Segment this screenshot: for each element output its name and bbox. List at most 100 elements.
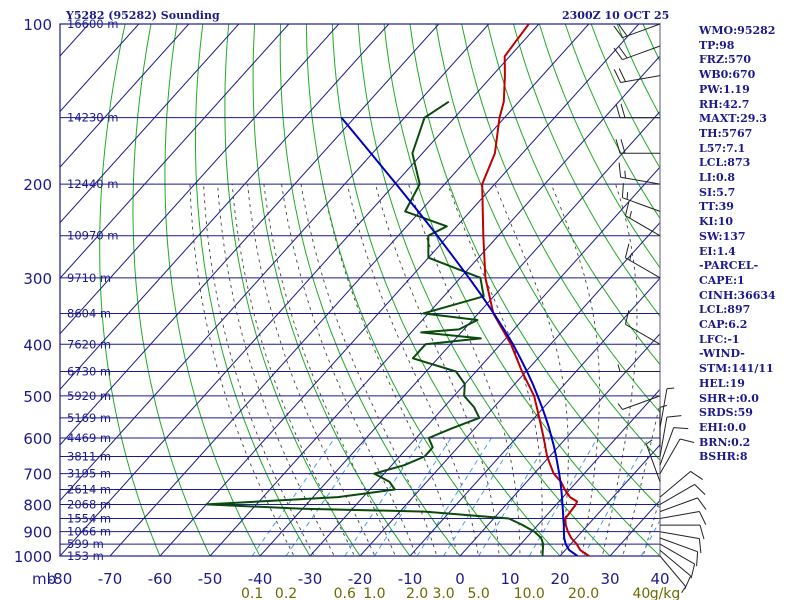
height-label: 7620 m: [67, 337, 111, 351]
index-line: KI:10: [699, 215, 734, 229]
isotherm-line: [60, 24, 540, 556]
mixing-ratio-line: [251, 437, 336, 556]
dry-adiabat-line: [195, 24, 311, 556]
index-line: TP:98: [699, 38, 735, 52]
pressure-tick-label: 500: [23, 388, 52, 406]
pressure-tick-label: 100: [23, 16, 52, 34]
index-line: -WIND-: [699, 347, 745, 361]
temperature-tick-label: 40: [650, 570, 669, 588]
pressure-tick-label: 700: [23, 466, 52, 484]
dry-adiabats: [99, 24, 660, 556]
height-label: 4469 m: [67, 431, 111, 445]
index-line: CINH:36634: [699, 288, 776, 302]
isotherm-line: [559, 444, 660, 556]
dry-adiabat-line: [331, 24, 561, 556]
dry-adiabat-line: [357, 24, 611, 556]
isotherm-line: [509, 388, 660, 556]
dry-adiabat-line: [99, 24, 161, 556]
height-label: 16600 m: [67, 17, 118, 31]
wind-barb: [659, 387, 675, 429]
wind-barb: [659, 415, 682, 457]
mixing-ratio-label: 5.0: [467, 586, 489, 600]
isotherm-line: [0, 12, 49, 567]
height-label: 3195 m: [67, 467, 111, 481]
index-line: HEL:19: [699, 376, 745, 390]
height-label: 9710 m: [67, 271, 111, 285]
temperature-tick-label: -70: [98, 570, 123, 588]
wind-barb: [615, 139, 660, 154]
moist-adiabat-line: [601, 183, 638, 556]
plot-frame: [59, 23, 661, 557]
index-line: BSHR:8: [699, 450, 748, 464]
height-label: 3811 m: [67, 449, 111, 463]
mixing-ratio-label: 1.0: [363, 586, 385, 600]
wind-barb: [659, 543, 696, 579]
chart-title: Y5282 (95282) Sounding: [66, 9, 220, 22]
wind-barb: [613, 68, 661, 83]
mixing-ratio-label: 3.0: [432, 586, 454, 600]
index-line: CAPE:1: [699, 273, 745, 287]
index-line: BRN:0.2: [699, 435, 751, 449]
dry-adiabat-line: [132, 24, 211, 556]
parcel-line: [340, 117, 579, 556]
wind-barbs: [613, 23, 707, 593]
index-line: WB0:670: [699, 68, 756, 82]
index-line: TT:39: [699, 200, 734, 214]
pressure-tick-label: 900: [23, 524, 52, 542]
wind-barb: [613, 45, 661, 61]
height-label: 10970 m: [67, 229, 118, 243]
temperature-tick-label: 10: [500, 570, 519, 588]
index-line: RH:42.7: [699, 97, 750, 111]
moist-adiabat-line: [189, 184, 295, 556]
index-line: EI:1.4: [699, 244, 736, 258]
isotherm-line: [60, 24, 190, 168]
index-line: PW:1.19: [699, 82, 750, 96]
pressure-tick-label: 400: [23, 336, 52, 354]
mixing-ratio-label: 40: [632, 586, 650, 600]
temperature-tick-label: 0: [455, 570, 465, 588]
isotherm-line: [60, 24, 290, 279]
valid-time: 2300Z 10 OCT 25: [562, 9, 670, 22]
isobars: [60, 23, 660, 557]
height-label: 2068 m: [67, 497, 111, 511]
temperature-tick-label: -10: [398, 570, 423, 588]
mixing-ratio-line: [478, 437, 551, 556]
isotherm-line: [259, 110, 660, 556]
isotherm-line: [459, 333, 660, 556]
wind-barb: [659, 404, 668, 448]
moist-adiabat-line: [447, 183, 543, 556]
pressure-tick-label: 600: [23, 430, 52, 448]
pressure-tick-label: 200: [23, 176, 52, 194]
profile-lines: [205, 24, 590, 556]
height-label: 14230 m: [67, 111, 118, 125]
wind-barb: [659, 427, 689, 466]
temperature-tick-label: 30: [600, 570, 619, 588]
height-label: 2614 m: [67, 483, 111, 497]
moist-adiabat-line: [281, 184, 417, 556]
moist-adiabat-line: [203, 184, 315, 556]
index-line: STM:141/11: [699, 362, 774, 376]
mixing-ratio-label: g/kg: [650, 586, 681, 600]
mixing-ratio-label: 0.2: [275, 586, 297, 600]
height-label: 153 m: [67, 549, 104, 563]
isotherm-line: [159, 24, 640, 556]
wind-barb: [659, 483, 706, 505]
wind-barb: [621, 183, 661, 212]
dry-adiabat-line: [279, 24, 461, 556]
mixing-ratio-lines: [251, 437, 660, 556]
height-label: 6730 m: [67, 365, 111, 379]
index-line: CAP:6.2: [699, 318, 748, 332]
moist-adiabat-line: [375, 183, 500, 556]
temperature-tick-label: -20: [348, 570, 373, 588]
height-label: 1554 m: [67, 511, 111, 525]
dry-adiabat-line: [224, 24, 361, 556]
dry-adiabat-line: [305, 24, 511, 556]
moist-adiabat-line: [550, 183, 600, 556]
isotherm-line: [60, 24, 490, 502]
index-line: SW:137: [699, 229, 746, 243]
mixing-ratio-line: [640, 519, 660, 556]
mixing-ratio-line: [285, 437, 368, 556]
index-line: MAXT:29.3: [699, 112, 767, 126]
index-line: WMO:95282: [699, 24, 776, 37]
